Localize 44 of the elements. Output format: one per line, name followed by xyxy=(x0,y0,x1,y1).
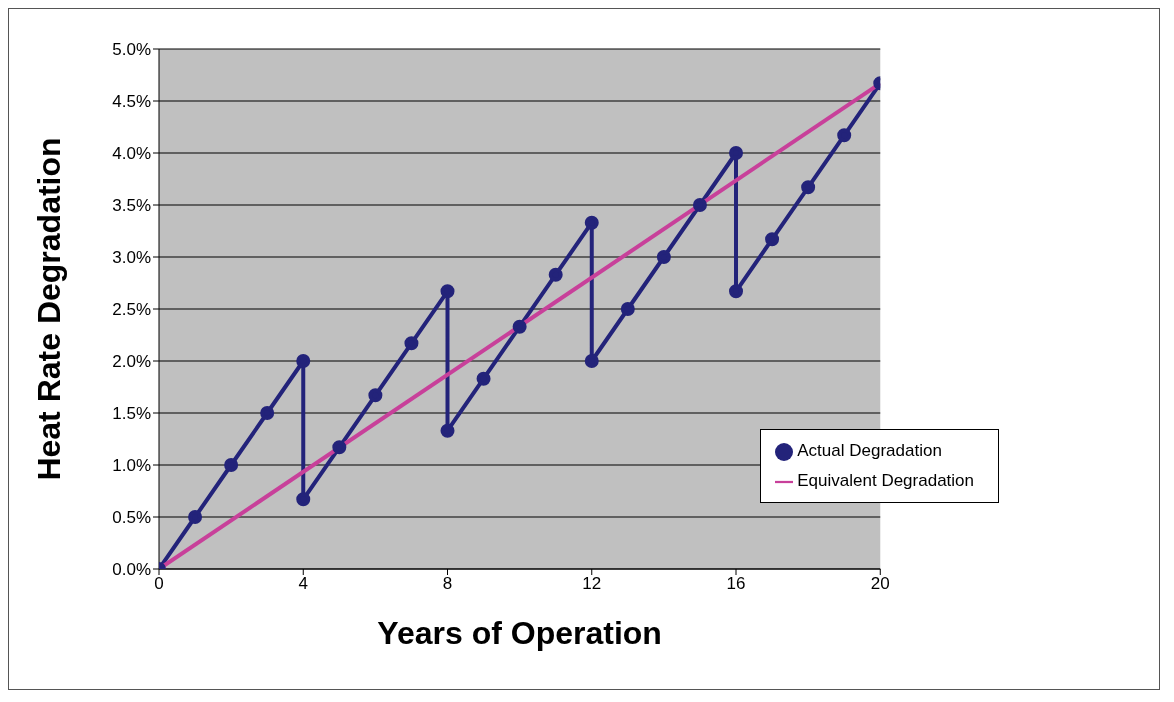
point xyxy=(440,423,455,438)
point xyxy=(765,232,780,247)
y-tick-label: 5.0% xyxy=(112,40,151,60)
point xyxy=(332,440,347,455)
point xyxy=(729,284,744,299)
y-tick-label: 4.5% xyxy=(112,92,151,112)
point xyxy=(692,198,707,212)
point xyxy=(224,458,239,472)
point xyxy=(548,267,563,282)
point xyxy=(801,180,816,195)
point xyxy=(584,354,599,368)
y-tick-label: 2.5% xyxy=(112,300,151,320)
y-tick-label: 4.0% xyxy=(112,144,151,164)
y-axis-title: Heat Rate Degradation xyxy=(31,137,68,481)
point xyxy=(837,128,852,143)
legend-label: Equivalent Degradation xyxy=(797,471,974,490)
point xyxy=(260,406,275,420)
x-tick-label: 8 xyxy=(442,574,453,594)
x-tick-label: 12 xyxy=(582,574,602,594)
x-tick-label: 16 xyxy=(726,574,746,594)
point xyxy=(476,371,491,386)
y-tick-label: 3.0% xyxy=(112,248,151,268)
point xyxy=(368,388,383,403)
legend-label: Actual Degradation xyxy=(797,441,942,460)
x-tick-label: 0 xyxy=(154,574,164,594)
point xyxy=(188,510,203,524)
x-tick-label: 20 xyxy=(870,574,890,594)
x-axis-title: Years of Operation xyxy=(377,615,662,651)
y-tick-label: 0.5% xyxy=(112,508,151,528)
y-tick-label: 0.0% xyxy=(112,560,151,580)
point xyxy=(512,319,527,334)
y-tick-label: 1.0% xyxy=(112,456,151,476)
point xyxy=(296,492,311,507)
point xyxy=(729,146,744,160)
point xyxy=(404,336,419,351)
y-tick-label: 3.5% xyxy=(112,196,151,216)
point xyxy=(656,250,671,264)
point xyxy=(296,354,311,368)
y-tick-label: 2.0% xyxy=(112,352,151,372)
point xyxy=(440,284,455,299)
point xyxy=(584,215,599,230)
x-tick-label: 4 xyxy=(298,574,308,594)
point xyxy=(620,302,635,316)
y-tick-label: 1.5% xyxy=(112,404,151,424)
